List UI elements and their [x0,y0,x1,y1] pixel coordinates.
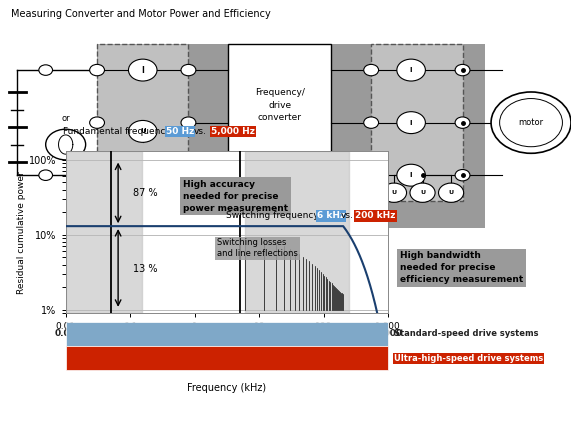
Circle shape [381,183,407,202]
Circle shape [491,92,571,153]
Circle shape [39,65,53,75]
Circle shape [455,117,470,128]
Circle shape [410,183,435,202]
Text: 10,000: 10,000 [307,353,341,363]
Circle shape [39,170,53,180]
Text: 1: 1 [192,329,198,339]
Text: Ultra-high-speed drive systems: Ultra-high-speed drive systems [394,353,543,363]
Text: Standard-speed drive systems: Standard-speed drive systems [394,329,538,339]
Text: vs.: vs. [341,212,354,220]
Text: 10: 10 [124,353,136,363]
Text: 6 kHz: 6 kHz [317,212,345,220]
Circle shape [181,170,196,181]
Text: 10: 10 [253,329,266,339]
Text: motor: motor [518,118,544,127]
Circle shape [455,170,470,181]
Text: 1,000: 1,000 [245,353,274,363]
FancyBboxPatch shape [97,44,485,228]
Text: Power Analyzer: Power Analyzer [224,210,289,219]
Circle shape [364,170,379,181]
Text: or: or [61,114,70,123]
Bar [245,151,349,313]
Circle shape [181,117,196,128]
Text: Frequency/
drive
converter: Frequency/ drive converter [255,88,305,122]
Y-axis label: Residual cumulative power: Residual cumulative power [17,171,26,293]
Text: High accuracy
needed for precise
power measurement: High accuracy needed for precise power m… [183,180,288,213]
Circle shape [364,64,379,76]
Text: 87 %: 87 % [133,188,158,198]
Circle shape [128,120,157,142]
Text: 5,000 Hz: 5,000 Hz [211,127,255,136]
Text: U: U [392,190,396,195]
Circle shape [397,59,425,81]
Circle shape [500,99,562,147]
Text: U: U [140,128,146,134]
Circle shape [364,117,379,128]
Text: 1: 1 [63,353,69,363]
Text: 200 kHz: 200 kHz [355,212,396,220]
Text: 100: 100 [315,329,333,339]
Text: I: I [410,120,412,126]
Text: U: U [420,190,425,195]
Circle shape [90,170,104,181]
Text: Frequency (kHz): Frequency (kHz) [187,383,267,393]
Circle shape [181,64,196,76]
Text: 100,000: 100,000 [368,353,408,363]
Text: I: I [141,66,144,74]
Circle shape [128,59,157,81]
Text: 100: 100 [186,353,204,363]
Circle shape [90,64,104,76]
Circle shape [90,117,104,128]
Text: Measuring Converter and Motor Power and Efficiency: Measuring Converter and Motor Power and … [11,9,271,19]
FancyBboxPatch shape [97,44,188,201]
Text: Switching frequency: Switching frequency [226,212,318,220]
Circle shape [439,183,464,202]
Bar [66,151,142,313]
Text: 13 %: 13 % [133,264,158,274]
Text: 0.1: 0.1 [122,329,138,339]
Text: I: I [410,67,412,73]
Circle shape [397,164,425,186]
Text: I: I [410,172,412,178]
Text: Fundamental frequency: Fundamental frequency [63,127,171,136]
Text: 50 Hz: 50 Hz [166,127,194,136]
Text: High bandwidth
needed for precise
efficiency measurement: High bandwidth needed for precise effici… [400,251,523,284]
Text: 0.01: 0.01 [55,329,77,339]
Text: 1,000: 1,000 [374,329,403,339]
Circle shape [455,64,470,76]
FancyBboxPatch shape [228,44,331,166]
Text: U: U [449,190,453,195]
Circle shape [397,112,425,134]
Text: Switching losses
and line reflections: Switching losses and line reflections [217,238,298,258]
FancyBboxPatch shape [371,44,463,201]
Text: vs.: vs. [194,127,207,136]
